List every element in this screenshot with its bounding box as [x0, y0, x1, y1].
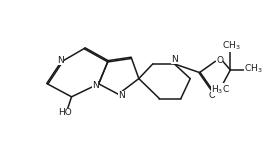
Text: N: N [171, 55, 178, 64]
Text: N: N [118, 91, 125, 100]
Text: N: N [58, 56, 64, 64]
Text: O: O [209, 91, 216, 100]
Text: O: O [216, 56, 223, 64]
Text: CH$_3$: CH$_3$ [244, 63, 263, 75]
Text: CH$_3$: CH$_3$ [222, 39, 241, 52]
Text: N: N [92, 81, 99, 90]
Text: H$_3$C: H$_3$C [211, 83, 230, 96]
Text: HO: HO [58, 108, 72, 117]
